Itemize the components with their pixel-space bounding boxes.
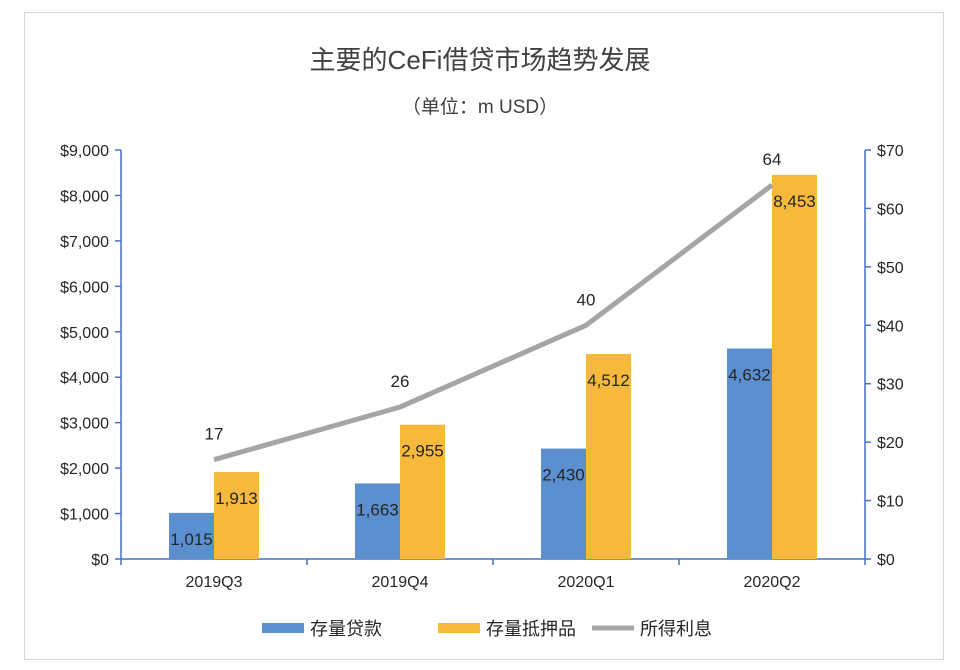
bar-loans: [727, 348, 772, 559]
right-tick-label: $20: [877, 435, 904, 452]
chart-title: 主要的CeFi借贷市场趋势发展: [309, 45, 651, 75]
bar-data-label: 4,512: [587, 371, 630, 390]
legend-swatch: [438, 623, 480, 633]
x-tick-label: 2019Q4: [372, 574, 429, 591]
legend-swatch: [262, 623, 304, 633]
legend-label: 存量抵押品: [486, 619, 576, 639]
right-tick-label: $30: [877, 377, 904, 394]
right-tick-label: $50: [877, 260, 904, 277]
left-tick-label: $8,000: [60, 188, 109, 205]
bar-data-label: 2,430: [542, 466, 585, 485]
interest-line: [213, 183, 774, 463]
left-tick-label: $5,000: [60, 325, 109, 342]
bar-collateral: [400, 424, 445, 559]
left-tick-label: $2,000: [60, 461, 109, 478]
chart-subtitle: （单位：m USD）: [401, 97, 559, 118]
left-tick-label: $1,000: [60, 507, 109, 524]
right-tick-label: $60: [877, 201, 904, 218]
left-tick-label: $3,000: [60, 416, 109, 433]
line-data-label: 40: [577, 290, 596, 309]
line-data-label: 64: [763, 150, 782, 169]
bar-data-label: 1,015: [170, 530, 213, 549]
left-tick-label: $6,000: [60, 279, 109, 296]
left-tick-label: $9,000: [60, 143, 109, 160]
bar-data-label: 2,955: [401, 442, 444, 461]
right-tick-label: $40: [877, 318, 904, 335]
right-tick-label: $0: [877, 552, 895, 569]
bar-loans: [355, 483, 400, 559]
chart-frame: [24, 12, 944, 660]
line-data-label: 26: [391, 372, 410, 391]
legend-label: 存量贷款: [310, 619, 382, 639]
right-tick-label: $10: [877, 494, 904, 511]
bar-collateral: [772, 174, 817, 560]
line-data-label: 17: [205, 425, 224, 444]
right-tick-label: $70: [877, 143, 904, 160]
bar-data-label: 8,453: [773, 192, 816, 211]
bar-data-label: 4,632: [728, 366, 771, 385]
bar-data-label: 1,913: [215, 489, 258, 508]
bar-collateral: [214, 472, 259, 559]
bar-data-label: 1,663: [356, 500, 399, 519]
x-tick-label: 2020Q2: [744, 574, 801, 591]
bar-loans: [541, 448, 586, 559]
x-tick-label: 2019Q3: [186, 574, 243, 591]
bar-collateral: [586, 353, 631, 559]
bar-loans: [169, 512, 214, 559]
legend-label: 所得利息: [640, 619, 712, 639]
x-tick-label: 2020Q1: [558, 574, 615, 591]
left-tick-label: $7,000: [60, 234, 109, 251]
left-tick-label: $4,000: [60, 370, 109, 387]
left-tick-label: $0: [91, 552, 109, 569]
